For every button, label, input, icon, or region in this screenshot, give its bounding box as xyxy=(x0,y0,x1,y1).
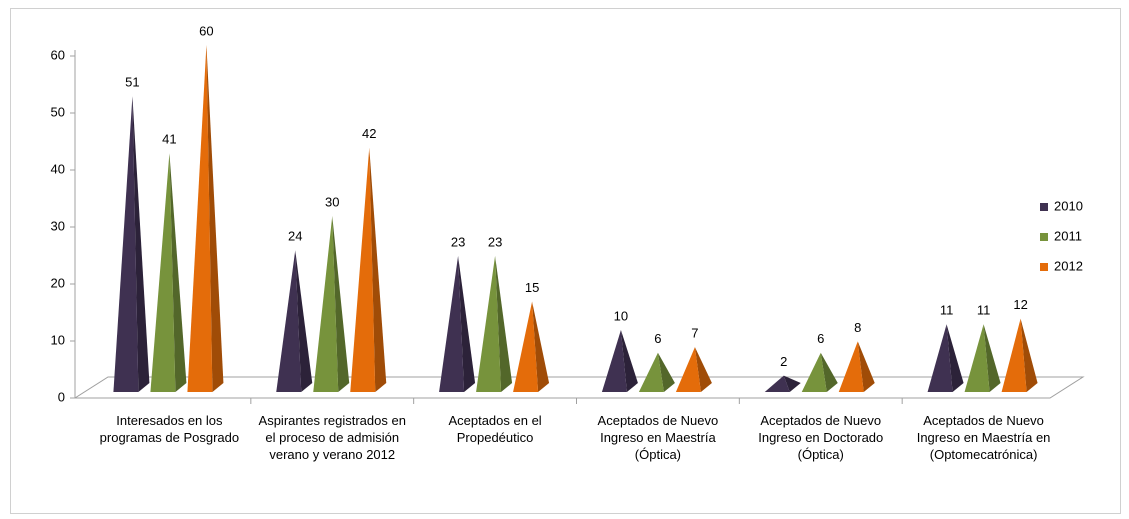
data-label: 23 xyxy=(488,234,502,249)
pyramid xyxy=(801,352,838,392)
pyramid-side xyxy=(620,330,638,392)
x-tick-label: Aceptados de Nuevo Ingreso en Maestría e… xyxy=(916,413,1051,462)
data-label: 23 xyxy=(451,234,465,249)
y-tick-label: 0 xyxy=(58,389,65,404)
pyramid-front xyxy=(601,330,627,392)
data-label: 41 xyxy=(162,132,176,147)
pyramid xyxy=(838,341,875,392)
pyramid xyxy=(276,250,313,392)
pyramid xyxy=(1001,318,1038,392)
legend-swatch xyxy=(1040,203,1048,211)
data-label: 6 xyxy=(654,331,661,346)
pyramid xyxy=(187,45,224,392)
pyramid-side xyxy=(1020,318,1038,392)
legend-swatch xyxy=(1040,233,1048,241)
data-label: 11 xyxy=(977,303,991,318)
y-tick-label: 60 xyxy=(51,47,65,62)
pyramid-side xyxy=(332,216,350,392)
pyramid-side xyxy=(132,96,150,393)
pyramid xyxy=(476,255,513,392)
data-label: 30 xyxy=(325,194,339,209)
pyramid-front xyxy=(187,45,213,392)
y-tick-label: 30 xyxy=(51,218,65,233)
pyramid-front xyxy=(350,147,376,392)
x-tick-label: Aceptados en el Propedéutico xyxy=(448,413,542,445)
pyramid xyxy=(675,347,712,392)
legend-label: 2011 xyxy=(1054,228,1082,243)
data-label: 15 xyxy=(525,280,539,295)
pyramid xyxy=(150,153,187,392)
pyramid-side xyxy=(169,153,187,392)
pyramid-side xyxy=(295,250,313,392)
pyramid-front xyxy=(313,216,339,392)
pyramid-front xyxy=(1001,318,1027,392)
data-label: 8 xyxy=(854,320,861,335)
x-tick-label: Aspirantes registrados en el proceso de … xyxy=(258,413,406,462)
pyramid-side xyxy=(783,375,801,392)
pyramid-front xyxy=(675,347,701,392)
data-label: 2 xyxy=(780,354,787,369)
pyramid xyxy=(764,375,801,392)
legend-label: 2010 xyxy=(1054,198,1083,213)
pyramid xyxy=(313,216,350,392)
pyramid-side xyxy=(206,45,224,392)
pyramid xyxy=(350,147,387,392)
pyramid-side xyxy=(820,352,838,392)
pyramid-side xyxy=(532,301,550,392)
x-tick-label: Aceptados de Nuevo Ingreso en Doctorado … xyxy=(758,413,884,462)
x-tick-label: Interesados en los programas de Posgrado xyxy=(99,413,240,445)
pyramid-front xyxy=(513,301,539,392)
pyramid-side xyxy=(857,341,875,392)
pyramid-side xyxy=(369,147,387,392)
pyramid-front xyxy=(927,324,953,392)
pyramid-front xyxy=(838,341,864,392)
legend-label: 2012 xyxy=(1054,258,1083,273)
pyramid-front xyxy=(964,324,990,392)
pyramid-side xyxy=(694,347,712,392)
pyramid-front xyxy=(638,352,664,392)
legend-swatch xyxy=(1040,263,1048,271)
data-label: 6 xyxy=(817,331,824,346)
pyramid xyxy=(439,255,476,392)
pyramid xyxy=(927,324,964,392)
pyramid-side xyxy=(946,324,964,392)
pyramid-front xyxy=(113,96,139,393)
data-label: 11 xyxy=(940,303,954,318)
pyramid xyxy=(638,352,675,392)
y-tick-label: 40 xyxy=(51,161,65,176)
data-label: 7 xyxy=(691,326,698,341)
pyramid-side xyxy=(458,255,476,392)
frame xyxy=(10,8,1121,514)
pyramid xyxy=(964,324,1001,392)
pyramid-front xyxy=(801,352,827,392)
y-tick-label: 20 xyxy=(51,275,65,290)
pyramid xyxy=(513,301,550,392)
y-tick-label: 10 xyxy=(51,332,65,347)
pyramid-front xyxy=(150,153,176,392)
data-label: 24 xyxy=(288,229,302,244)
pyramid-front xyxy=(764,375,790,392)
data-label: 60 xyxy=(199,23,213,38)
pyramid xyxy=(113,96,150,393)
pyramid-front xyxy=(476,255,502,392)
pyramid-front xyxy=(439,255,465,392)
x-tick-label: Aceptados de Nuevo Ingreso en Maestría (… xyxy=(597,413,719,462)
data-label: 12 xyxy=(1013,297,1027,312)
floor xyxy=(73,376,1085,399)
pyramid-front xyxy=(276,250,302,392)
pyramid xyxy=(601,330,638,392)
y-tick-label: 50 xyxy=(51,104,65,119)
pyramid-side xyxy=(983,324,1001,392)
data-label: 42 xyxy=(362,126,376,141)
data-label: 51 xyxy=(125,75,139,90)
data-label: 10 xyxy=(614,308,628,323)
pyramid-side xyxy=(657,352,675,392)
pyramid-side xyxy=(495,255,513,392)
